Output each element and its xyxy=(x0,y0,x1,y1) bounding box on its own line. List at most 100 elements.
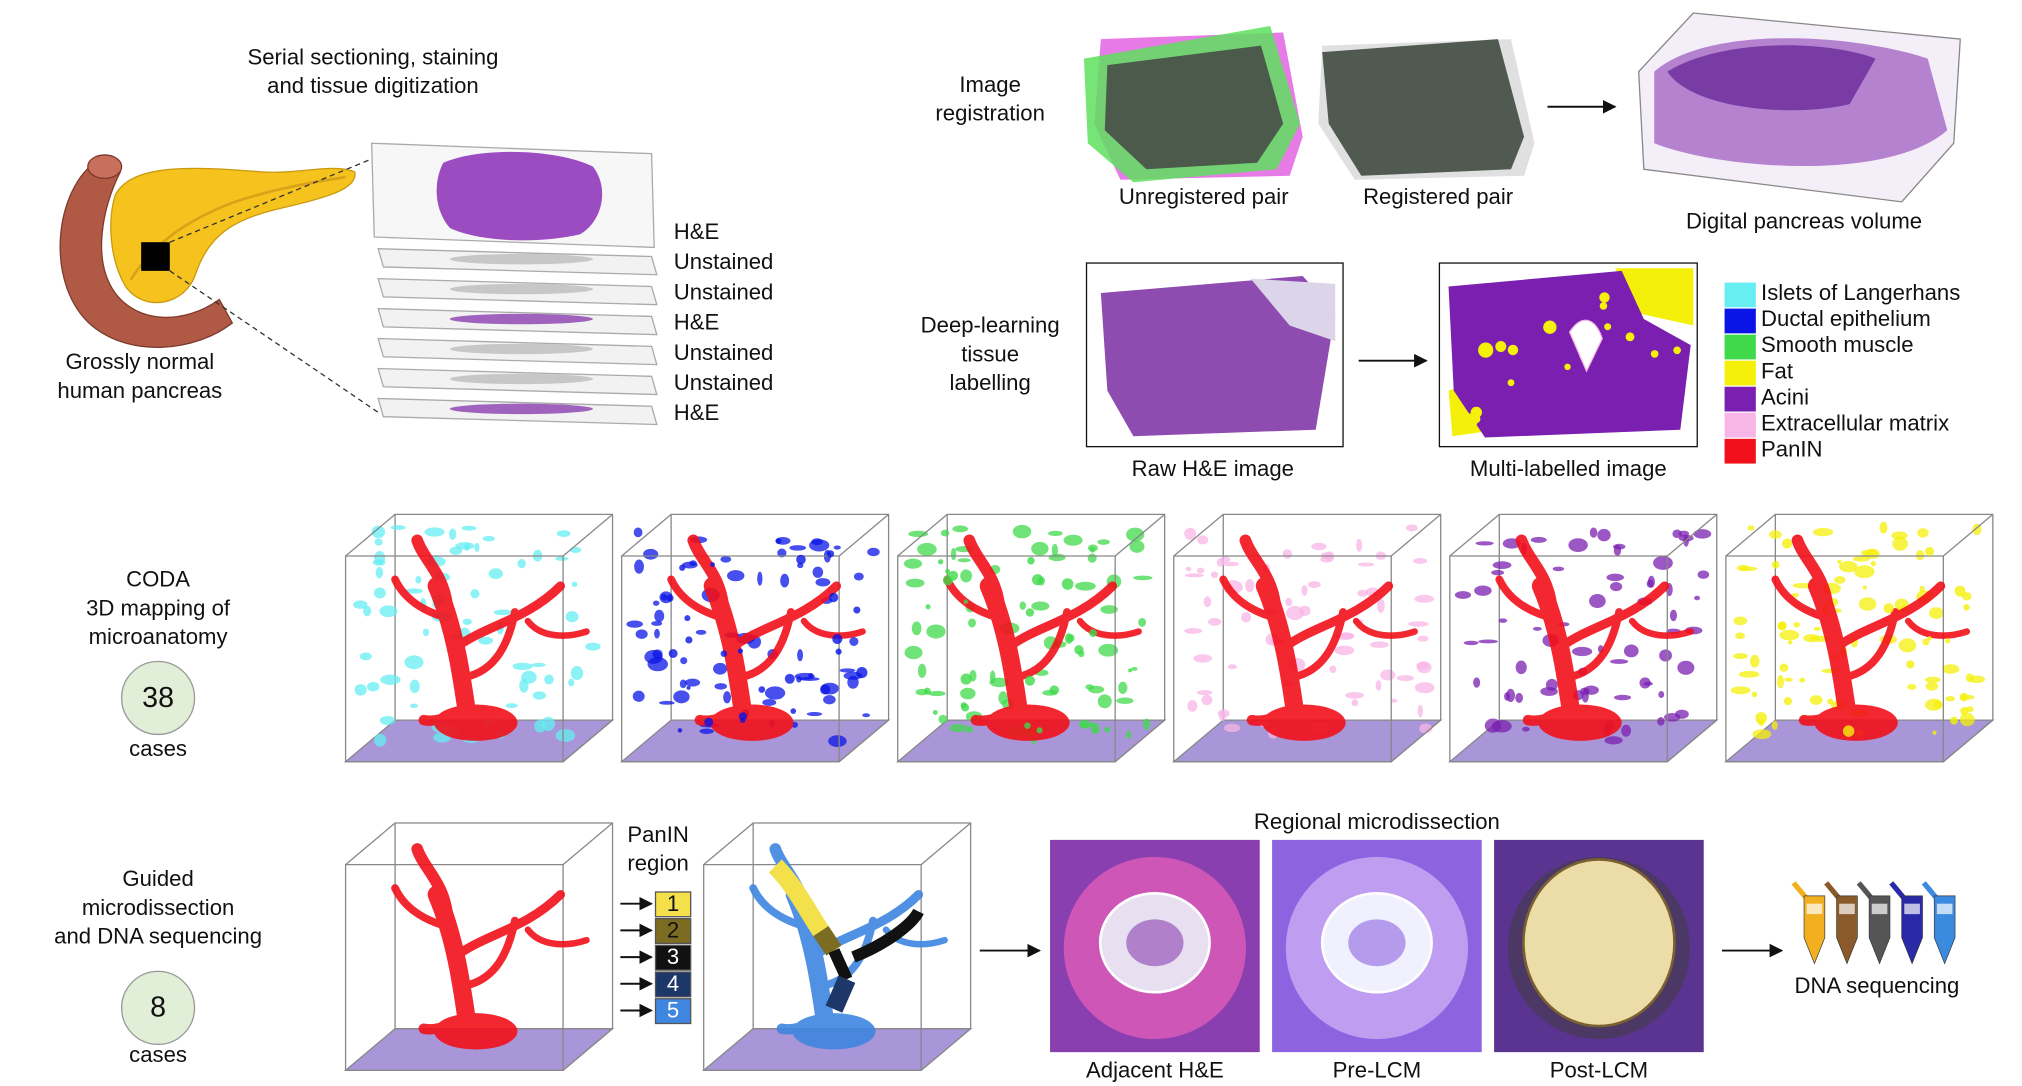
cube-edge xyxy=(1666,513,1718,557)
tissue-blob xyxy=(1858,597,1877,611)
tissue-blob xyxy=(659,700,675,705)
registration-label: Image xyxy=(959,72,1021,97)
tissue-blob xyxy=(1552,566,1565,572)
tissue-blob xyxy=(1925,546,1935,556)
tissue-blob xyxy=(1128,668,1133,673)
sectioning-title: Serial sectioning, staining xyxy=(247,44,498,69)
registration-label: registration xyxy=(935,100,1044,125)
stain-label: Unstained xyxy=(674,370,774,395)
caption: Adjacent H&E xyxy=(1086,1058,1224,1083)
branch xyxy=(800,617,866,639)
tissue-blob xyxy=(1031,601,1050,611)
volume-tissue-top xyxy=(1667,45,1876,111)
caption: DNA sequencing xyxy=(1795,973,1960,998)
legend-label: Extracellular matrix xyxy=(1761,410,1949,435)
tissue-blob xyxy=(1730,686,1751,695)
tissue-blob xyxy=(856,667,868,679)
tissue-blob xyxy=(1809,695,1823,705)
tissue-blob xyxy=(905,578,925,588)
organ-label: human pancreas xyxy=(57,378,222,403)
branch xyxy=(963,534,1006,612)
tissue-blob xyxy=(923,687,931,695)
tube-label xyxy=(1936,903,1953,915)
tissue-blob xyxy=(679,679,687,689)
tissue-blob xyxy=(1048,530,1063,537)
tissue-blob xyxy=(1396,675,1414,682)
labelling-label: tissue xyxy=(961,341,1019,366)
tissue-blob xyxy=(1414,594,1435,603)
tissue-blob xyxy=(1196,567,1205,574)
branch xyxy=(391,575,454,623)
tissue-blob xyxy=(1187,700,1198,712)
tissue-blob xyxy=(695,629,707,635)
tissue-blob xyxy=(1197,535,1209,545)
tissue-blob xyxy=(375,566,384,579)
cube-edge xyxy=(1173,513,1224,557)
region-box xyxy=(654,891,692,918)
tissue-blob xyxy=(1357,589,1368,597)
tissue-blob xyxy=(531,662,546,668)
tissue-blob xyxy=(422,628,430,637)
tissue-blob xyxy=(1049,685,1059,695)
tissue-blob xyxy=(1097,539,1110,545)
tissue-blob xyxy=(1697,570,1710,579)
tissue-blob xyxy=(932,709,938,715)
tissue-blob xyxy=(1657,717,1665,726)
tissue-blob xyxy=(1653,555,1673,570)
legend-label: Ductal epithelium xyxy=(1761,306,1931,331)
tissue-blob xyxy=(1879,521,1888,534)
tissue-blob xyxy=(1133,575,1153,581)
tissue-blob xyxy=(654,628,660,639)
tissue-blob xyxy=(1672,529,1682,539)
cube-edge xyxy=(621,513,672,557)
panin-tree xyxy=(1219,534,1418,741)
tissue-blob xyxy=(1799,677,1806,683)
trunk-base xyxy=(1538,704,1622,741)
tissue-blob xyxy=(828,735,847,747)
legend-swatch xyxy=(1724,334,1756,360)
branch xyxy=(461,916,519,990)
case-count: 38 xyxy=(142,682,174,714)
tissue-blob xyxy=(723,691,731,704)
branch xyxy=(1628,617,1694,639)
tissue-blob xyxy=(1924,676,1941,684)
tissue-blob xyxy=(534,719,547,733)
tissue-blob xyxy=(1097,694,1112,709)
tissue-blob xyxy=(961,703,970,712)
tissue-blob xyxy=(1184,527,1197,540)
tissue-blob xyxy=(1390,698,1398,703)
tissue-blob xyxy=(1301,585,1308,596)
tissue-blob xyxy=(1376,598,1385,613)
tissue-blob xyxy=(517,558,526,569)
tissue-blob xyxy=(1351,699,1359,707)
tissue-blob xyxy=(1356,538,1363,552)
raw-background xyxy=(1250,278,1336,342)
tissue-blob xyxy=(1031,541,1049,556)
tissue-blob xyxy=(797,649,804,662)
fat-spot xyxy=(1673,346,1681,355)
tissue-blob xyxy=(1286,605,1305,621)
branch xyxy=(455,890,566,958)
cube-edge xyxy=(1114,719,1166,763)
region-box xyxy=(654,944,692,971)
tissue-blob xyxy=(634,559,644,574)
tissue-blob xyxy=(1834,576,1846,584)
region-4 xyxy=(825,975,856,1013)
fat-spot xyxy=(1478,342,1494,358)
duodenum xyxy=(59,162,234,348)
tissue-blob xyxy=(379,715,396,726)
tissue-blob xyxy=(462,618,472,625)
tissue-blob xyxy=(847,675,859,689)
tissue-blob xyxy=(569,546,582,554)
count-badge xyxy=(120,970,196,1045)
tissue-blob xyxy=(1883,603,1894,614)
tissue-blob xyxy=(405,588,423,594)
tissue-blob xyxy=(908,530,929,538)
tissue-blob xyxy=(1196,690,1213,696)
fat-spot xyxy=(1472,415,1481,423)
tissue-blob xyxy=(926,624,946,639)
fat-spot xyxy=(1599,292,1610,303)
tissue-blob xyxy=(1945,696,1956,702)
tissue-blob xyxy=(853,572,864,581)
tissue-blob xyxy=(1019,601,1027,610)
